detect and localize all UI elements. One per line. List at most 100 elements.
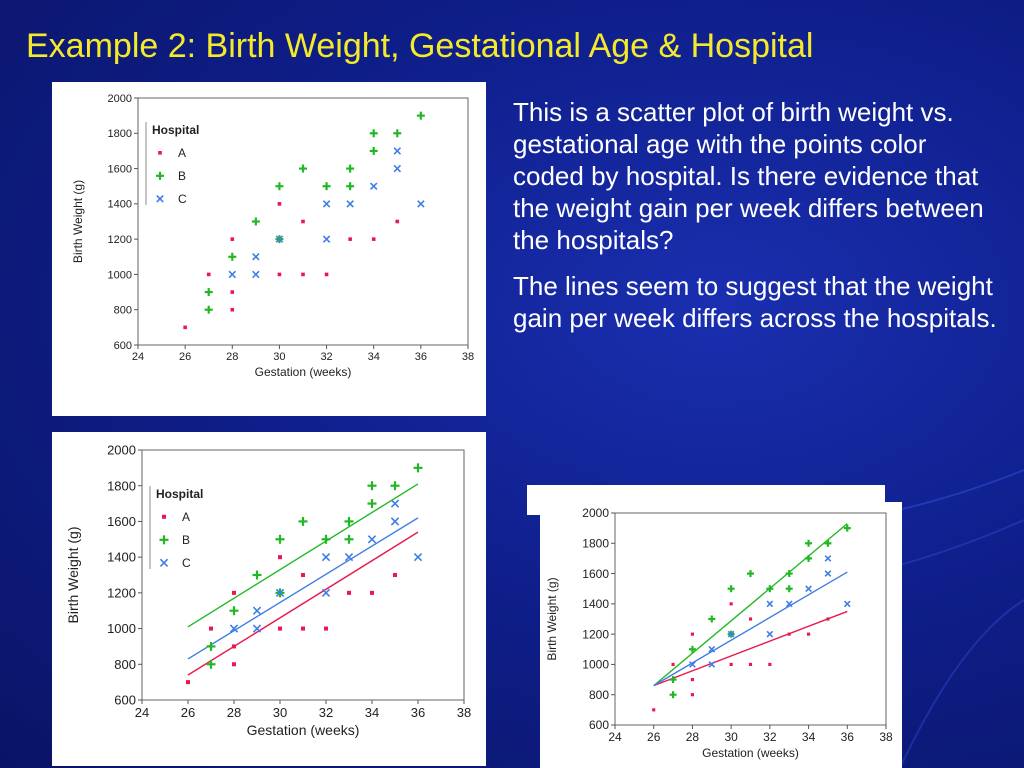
- y-tick-label: 1200: [108, 234, 132, 246]
- data-point-a: [161, 514, 167, 519]
- legend-label-b: B: [182, 533, 190, 547]
- y-tick-label: 1600: [108, 163, 132, 175]
- data-point-a: [230, 237, 235, 241]
- scatter-plot-with-common-intercept-lines: 24 26 28 30 32 34 36 38 600 800 1000 1200 1400 1600 18…: [545, 506, 893, 760]
- marker-stroke: [252, 606, 262, 615]
- x-tick-label: 32: [763, 730, 777, 744]
- data-point-a: [277, 626, 283, 631]
- data-point-c: [689, 661, 696, 668]
- data-point-a: [348, 237, 352, 241]
- x-tick-label: 32: [319, 705, 333, 720]
- series-hospital-c: [228, 147, 425, 279]
- data-point-a: [206, 272, 211, 277]
- data-point-b: [344, 534, 354, 544]
- marker-stroke: [156, 195, 164, 203]
- x-tick-label: 36: [841, 730, 855, 744]
- marker-stroke: [727, 630, 735, 638]
- data-point-c: [159, 558, 169, 567]
- x-tick-label: 34: [365, 705, 379, 720]
- legend-label-b: B: [178, 169, 186, 183]
- fit-line-hospital-b: [187, 483, 419, 628]
- data-point-c: [346, 200, 354, 208]
- series-hospital-a: [652, 602, 830, 712]
- data-point-c: [708, 645, 716, 653]
- marker-stroke: [766, 630, 774, 638]
- data-point-c: [275, 235, 284, 243]
- x-tick-label: 24: [608, 730, 622, 744]
- data-point-a: [690, 677, 695, 682]
- data-point-b: [156, 171, 164, 180]
- y-tick-label: 1600: [107, 514, 136, 529]
- data-point-b: [688, 645, 696, 653]
- x-tick-label: 30: [273, 351, 285, 363]
- x-tick-label: 28: [227, 705, 241, 720]
- data-point-c: [708, 661, 716, 668]
- data-point-c: [390, 499, 400, 508]
- legend-label-a: A: [178, 146, 186, 160]
- x-tick-label: 26: [179, 351, 191, 363]
- data-point-a: [748, 617, 753, 621]
- y-tick-label: 1000: [582, 658, 609, 672]
- data-point-b: [275, 534, 285, 544]
- data-point-c: [843, 600, 851, 608]
- data-point-b: [369, 146, 378, 155]
- data-point-b: [228, 252, 237, 261]
- data-point-c: [252, 606, 262, 615]
- marker-stroke: [159, 558, 169, 567]
- x-tick-label: 26: [647, 730, 661, 744]
- data-point-a: [300, 572, 306, 578]
- data-point-a: [231, 590, 237, 595]
- data-point-c: [321, 552, 331, 562]
- marker-stroke: [413, 552, 423, 562]
- legend-label-c: C: [182, 556, 191, 570]
- marker-stroke: [824, 555, 832, 562]
- x-tick-label: 32: [320, 351, 332, 363]
- x-tick-label: 34: [802, 730, 816, 744]
- legend: Hospital ABC: [149, 486, 203, 570]
- data-point-b: [204, 288, 213, 297]
- legend-title: Hospital: [152, 123, 199, 137]
- y-tick-label: 1200: [582, 627, 609, 641]
- marker-stroke: [322, 235, 331, 243]
- data-point-c: [229, 624, 239, 633]
- data-point-c: [321, 588, 331, 598]
- data-point-a: [185, 680, 191, 685]
- x-tick-label: 38: [457, 705, 471, 720]
- data-point-a: [301, 219, 305, 224]
- marker-stroke: [275, 588, 285, 598]
- data-point-c: [413, 552, 423, 562]
- data-point-a: [371, 237, 376, 241]
- data-point-c: [417, 200, 425, 208]
- series-hospital-b: [669, 524, 851, 699]
- data-point-c: [393, 147, 402, 155]
- data-point-b: [805, 539, 813, 547]
- y-axis-label: Birth Weight (g): [65, 527, 81, 624]
- data-point-b: [747, 570, 754, 578]
- data-point-b: [766, 585, 774, 593]
- marker-stroke: [367, 535, 377, 544]
- data-point-c: [824, 555, 832, 562]
- y-tick-label: 600: [589, 718, 609, 732]
- data-point-b: [785, 585, 793, 593]
- marker-stroke: [321, 588, 331, 598]
- marker-stroke: [393, 147, 402, 155]
- data-point-b: [322, 182, 331, 191]
- data-point-c: [252, 253, 260, 261]
- data-point-c: [393, 164, 402, 173]
- data-point-c: [252, 270, 260, 279]
- data-point-b: [206, 659, 216, 669]
- x-axis-label: Gestation (weeks): [247, 722, 360, 738]
- fit-line-hospital-b: [653, 523, 848, 687]
- data-point-a: [324, 272, 329, 277]
- data-point-c: [322, 200, 331, 208]
- marker-stroke: [417, 200, 425, 208]
- data-point-b: [367, 499, 377, 509]
- data-point-b: [275, 182, 284, 191]
- marker-stroke: [708, 661, 716, 668]
- y-tick-label: 2000: [108, 93, 132, 105]
- data-point-c: [785, 600, 793, 608]
- marker-stroke: [390, 499, 400, 508]
- y-tick-label: 800: [114, 305, 132, 317]
- paragraph-lines-conclusion: The lines seem to suggest that the weigh…: [513, 271, 997, 333]
- marker-stroke: [228, 270, 237, 279]
